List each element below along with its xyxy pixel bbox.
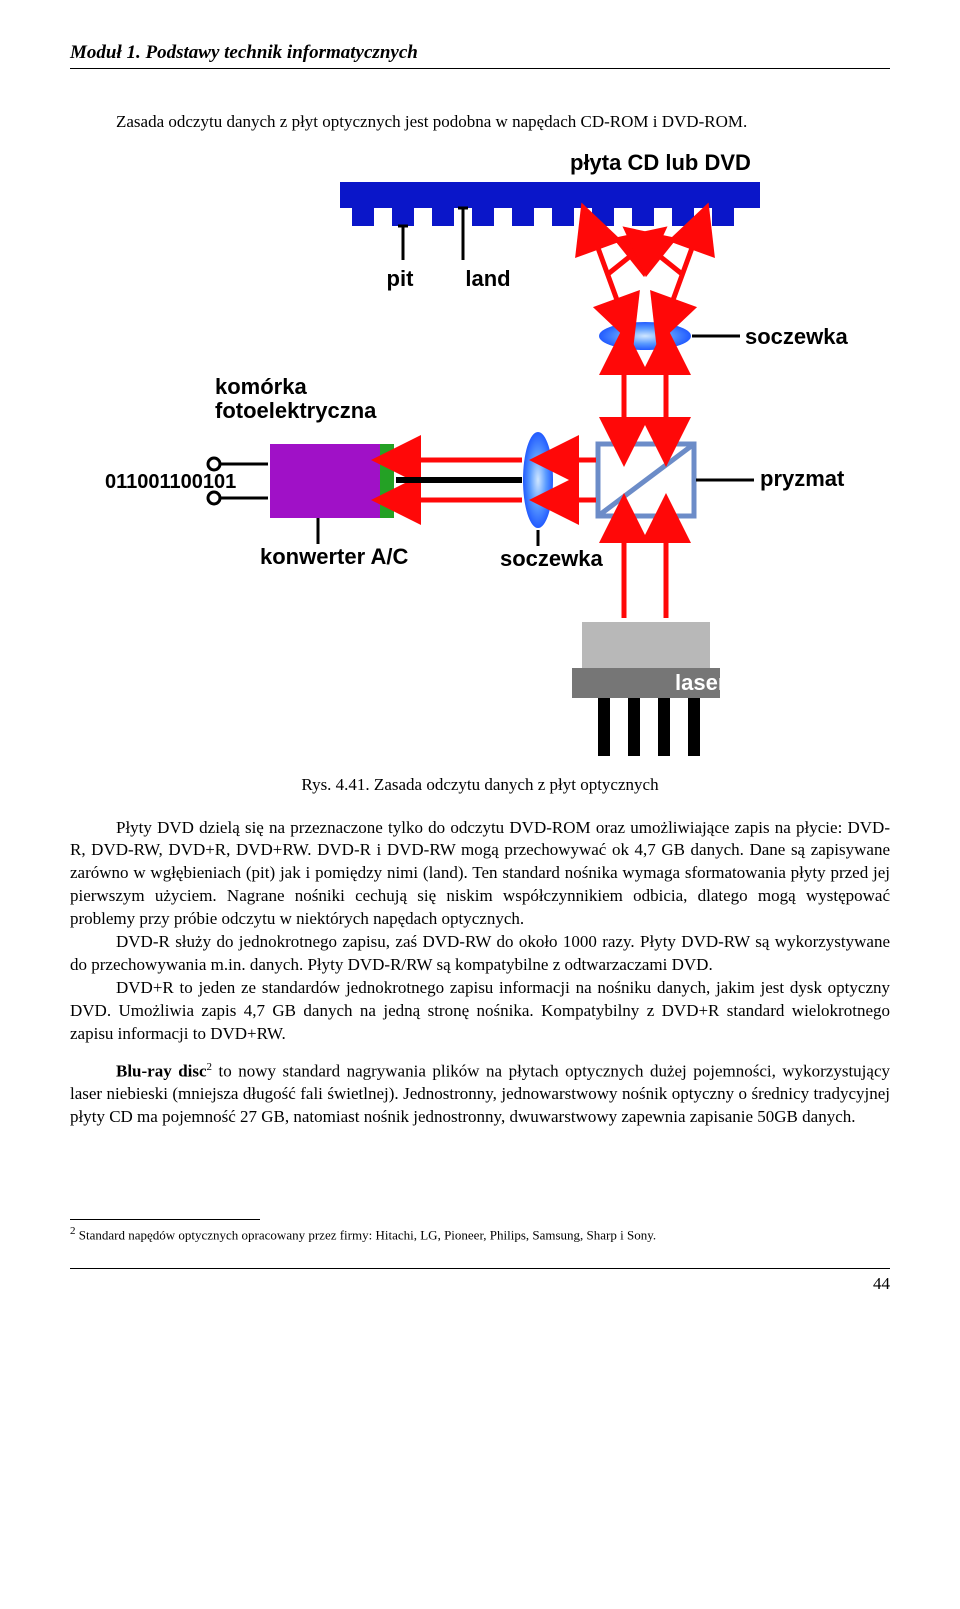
figure-caption: Rys. 4.41. Zasada odczytu danych z płyt … bbox=[70, 774, 890, 797]
paragraph-1: Płyty DVD dzielą się na przeznaczone tyl… bbox=[70, 817, 890, 932]
svg-text:konwerter A/C: konwerter A/C bbox=[260, 544, 408, 569]
top-lens-shape bbox=[599, 322, 691, 350]
footnote-rule bbox=[70, 1219, 260, 1220]
disc-shape bbox=[340, 182, 760, 226]
svg-text:płyta CD lub DVD: płyta CD lub DVD bbox=[570, 150, 751, 175]
paragraph-4: Blu-ray disc2 to nowy standard nagrywani… bbox=[70, 1060, 890, 1129]
svg-text:komórka: komórka bbox=[215, 374, 307, 399]
photo-cell-shape bbox=[270, 444, 380, 518]
bluray-lead: Blu-ray disc bbox=[116, 1062, 207, 1081]
intro-paragraph: Zasada odczytu danych z płyt optycznych … bbox=[70, 111, 890, 134]
svg-text:pit: pit bbox=[387, 266, 415, 291]
paragraph-3: DVD+R to jeden ze standardów jednokrotne… bbox=[70, 977, 890, 1046]
adc-band-shape bbox=[380, 444, 394, 518]
paragraph-2: DVD-R służy do jednokrotnego zapisu, zaś… bbox=[70, 931, 890, 977]
paragraph-1-text: Płyty DVD dzielą się na przeznaczone tyl… bbox=[70, 818, 890, 929]
optical-drive-diagram: płyta CD lub DVD pit land soczewka komór… bbox=[70, 146, 890, 766]
svg-text:laser: laser bbox=[675, 670, 727, 695]
svg-text:soczewka: soczewka bbox=[745, 324, 848, 349]
page-rule bbox=[70, 1268, 890, 1269]
footnote-text: Standard napędów optycznych opracowany p… bbox=[76, 1228, 657, 1243]
paragraph-2-text: DVD-R służy do jednokrotnego zapisu, zaś… bbox=[70, 932, 890, 974]
module-title: Moduł 1. Podstawy technik informatycznyc… bbox=[70, 40, 890, 69]
svg-text:land: land bbox=[465, 266, 510, 291]
page-number: 44 bbox=[70, 1273, 890, 1296]
bottom-lens-shape bbox=[523, 432, 553, 528]
svg-text:fotoelektryczna: fotoelektryczna bbox=[215, 398, 377, 423]
footnote: 2 Standard napędów optycznych opracowany… bbox=[70, 1224, 890, 1244]
intro-text: Zasada odczytu danych z płyt optycznych … bbox=[116, 112, 747, 131]
svg-text:011001100101: 011001100101 bbox=[105, 471, 236, 493]
paragraph-3-text: DVD+R to jeden ze standardów jednokrotne… bbox=[70, 978, 890, 1043]
svg-text:soczewka: soczewka bbox=[500, 546, 603, 571]
svg-text:pryzmat: pryzmat bbox=[760, 466, 845, 491]
